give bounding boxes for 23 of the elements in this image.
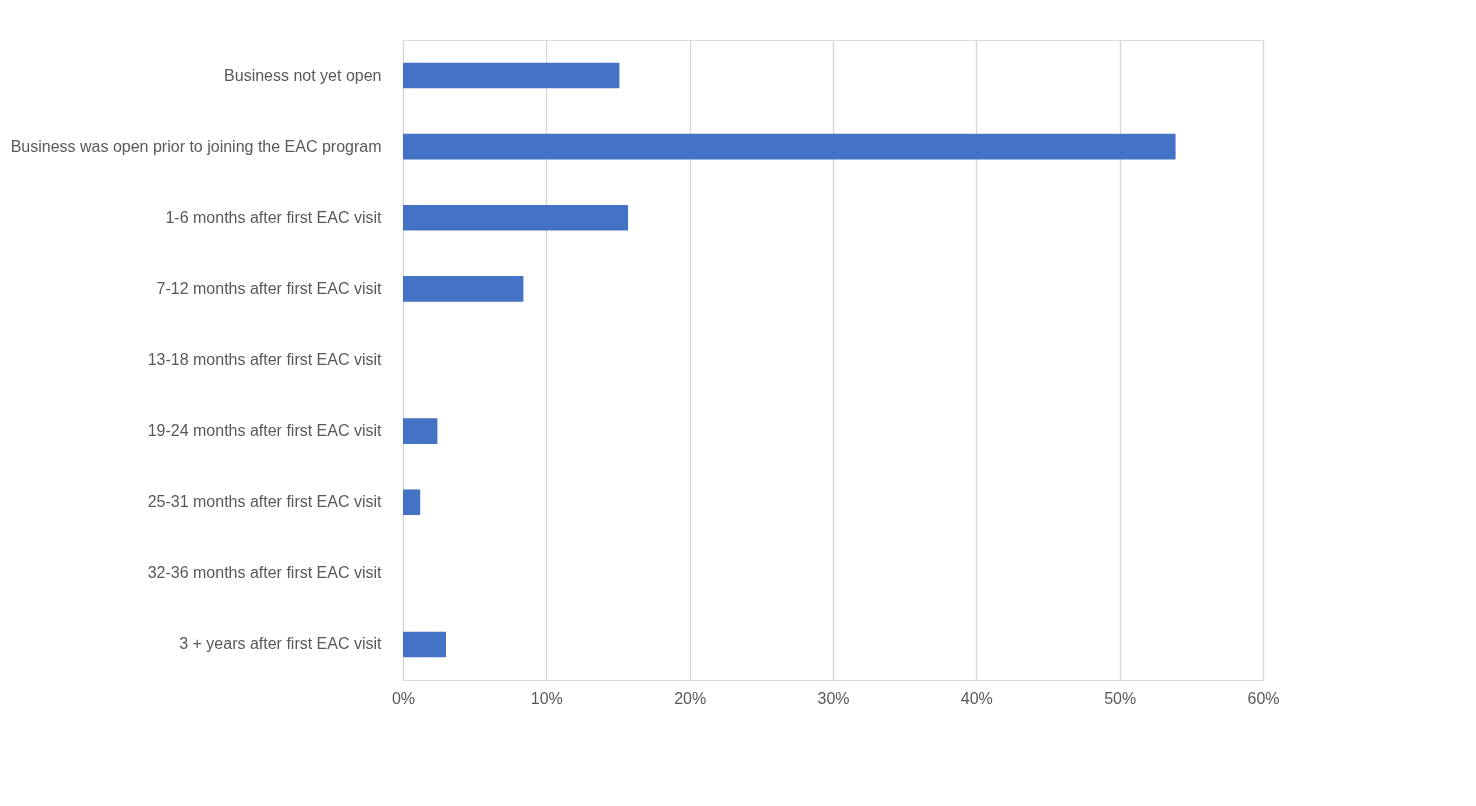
y-tick-label: Business not yet open: [224, 66, 382, 84]
x-tick-label: 60%: [1247, 689, 1280, 707]
y-tick-label: Business was open prior to joining the EAC program: [10, 137, 382, 155]
bar: [403, 489, 421, 516]
x-tick-label: 50%: [1104, 689, 1137, 707]
x-tick-label: 0%: [391, 689, 416, 707]
bar: [403, 418, 438, 444]
y-tick-label: 32-36 months after first EAC visit: [147, 564, 383, 582]
y-tick-label: 7-12 months after first EAC visit: [156, 279, 383, 297]
x-tick-label: 40%: [960, 689, 993, 707]
bar: [403, 204, 629, 231]
y-tick-label: 3 + years after first EAC visit: [179, 635, 383, 653]
bar: [403, 133, 1176, 160]
x-tick-label: 30%: [817, 689, 850, 707]
y-tick-label: 13-18 months after first EAC visit: [147, 351, 383, 368]
bar: [403, 631, 446, 658]
bar: [403, 276, 524, 302]
y-tick-label: 1-6 months after first EAC visit: [165, 208, 383, 226]
y-tick-label: 19-24 months after first EAC visit: [147, 422, 383, 440]
x-tick-label: 20%: [674, 689, 707, 707]
bar: [403, 62, 620, 89]
y-tick-label: 25-31 months after first EAC visit: [147, 493, 383, 511]
x-tick-label: 10%: [530, 689, 563, 707]
